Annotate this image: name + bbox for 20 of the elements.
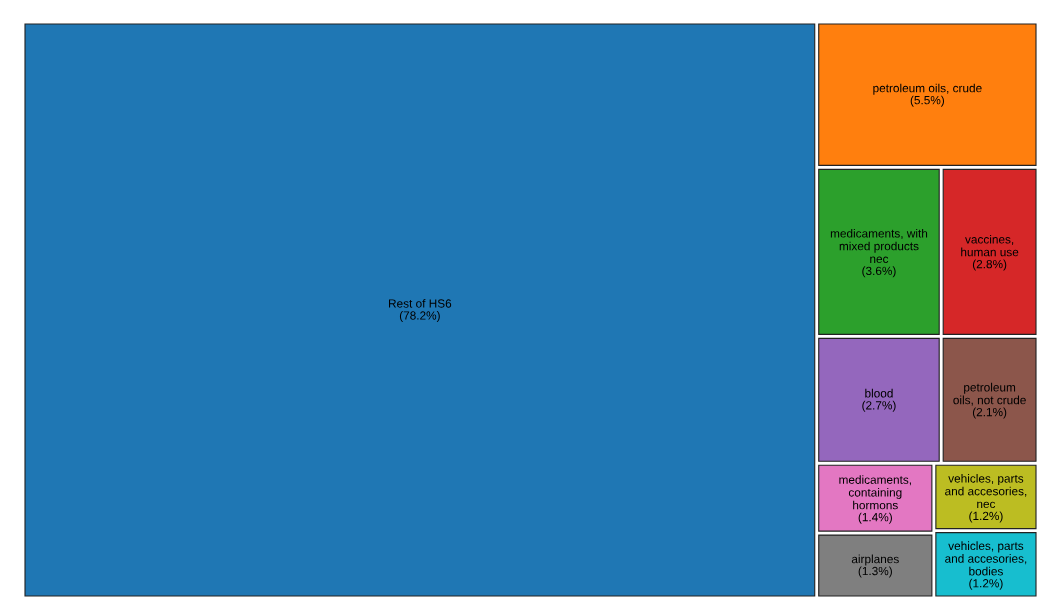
category-label: petroleum oils, not crude <box>953 382 1026 406</box>
category-label: vehicles, parts and accesories, nec <box>945 474 1027 509</box>
category-label: airplanes <box>851 554 899 566</box>
data-label: (78.2%) <box>399 311 440 322</box>
data-label: (2.1%) <box>972 407 1007 419</box>
category-label: petroleum oils, crude <box>873 83 982 95</box>
data-label: (1.4%) <box>858 512 892 524</box>
category-label: medicaments, containing hormons <box>839 475 911 510</box>
category-label: vehicles, parts and accesories, bodies <box>945 541 1027 576</box>
data-label: (1.3%) <box>858 566 892 578</box>
category-label: blood <box>865 388 893 398</box>
data-label: (2.8%) <box>972 259 1007 271</box>
data-label: (3.6%) <box>862 266 896 278</box>
data-label: (1.2%) <box>969 511 1003 523</box>
category-label: medicaments, with mixed products nec <box>830 228 928 264</box>
category-label: vaccines, human use <box>961 234 1019 257</box>
data-label: (1.2%) <box>969 578 1003 590</box>
data-label: (5.5%) <box>910 95 945 107</box>
category-label: Rest of HS6 <box>389 299 452 308</box>
data-label: (2.7%) <box>862 400 896 412</box>
